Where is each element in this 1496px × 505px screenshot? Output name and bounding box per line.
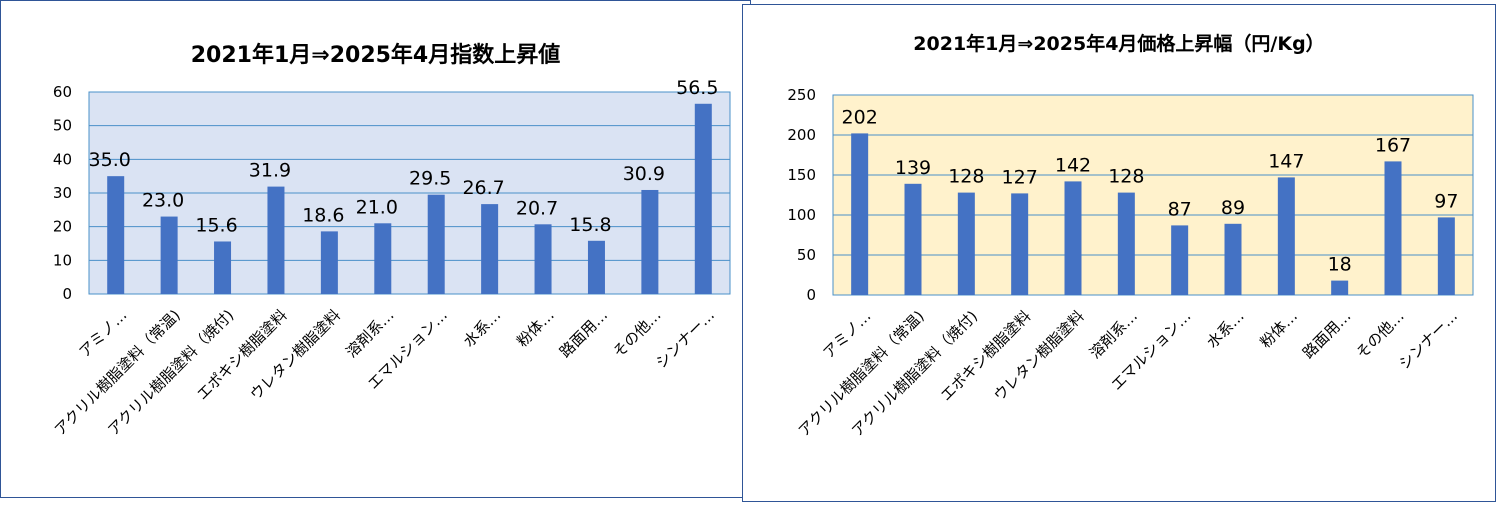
data-label: 35.0 xyxy=(89,149,131,171)
y-tick-label: 30 xyxy=(53,184,72,202)
data-label: 97 xyxy=(1434,190,1458,212)
data-label: 26.7 xyxy=(462,177,504,199)
bar xyxy=(427,194,445,294)
y-tick-label: 40 xyxy=(53,150,72,168)
bar xyxy=(214,241,232,294)
category-label: ウレタン樹脂塗料 xyxy=(247,306,345,404)
data-label: 30.9 xyxy=(623,163,665,185)
y-tick-label: 0 xyxy=(806,286,816,304)
index-chart-svg: 010203040506035.0アミノ…23.0アクリル樹脂塗料（常温)15.… xyxy=(51,77,731,439)
data-label: 128 xyxy=(1108,166,1144,188)
bar xyxy=(374,223,392,294)
category-label: ウレタン樹脂塗料 xyxy=(990,307,1088,405)
price-chart-svg: 050100150200250202アミノ…139アクリル樹脂塗料（常温)128… xyxy=(787,86,1474,440)
category-label: 溶剤系… xyxy=(342,306,397,361)
y-tick-label: 200 xyxy=(787,126,816,144)
data-label: 18.6 xyxy=(302,204,344,226)
category-label: その他… xyxy=(1353,307,1408,362)
bar xyxy=(267,186,285,294)
data-label: 202 xyxy=(842,106,878,128)
bar xyxy=(160,216,178,294)
data-label: 23.0 xyxy=(142,190,184,212)
category-label: 水系… xyxy=(460,306,505,351)
bar xyxy=(107,176,125,294)
y-tick-label: 20 xyxy=(53,218,72,236)
data-label: 56.5 xyxy=(676,77,718,99)
price-chart-panel: 2021年1月⇒2025年4月価格上昇幅（円/Kg） 0 50 100 150 200 2… xyxy=(742,4,1496,502)
bar xyxy=(904,183,922,295)
bar xyxy=(1277,177,1295,295)
y-tick-label: 10 xyxy=(53,251,72,269)
data-label: 128 xyxy=(948,166,984,188)
category-label: アミノ… xyxy=(76,306,131,361)
bar xyxy=(481,204,499,294)
data-label: 15.6 xyxy=(195,214,237,236)
category-label: 粉体… xyxy=(513,306,558,351)
y-tick-label: 50 xyxy=(53,117,72,135)
bar xyxy=(641,189,659,294)
data-label: 31.9 xyxy=(249,160,291,182)
category-label: その他… xyxy=(609,306,664,361)
data-label: 167 xyxy=(1375,134,1411,156)
data-label: 29.5 xyxy=(409,168,451,190)
category-label: シンナー… xyxy=(1395,307,1461,373)
y-tick-label: 0 xyxy=(62,285,72,303)
y-tick-label: 150 xyxy=(787,166,816,184)
category-label: 路面用… xyxy=(556,306,611,361)
category-label: アミノ… xyxy=(819,307,874,362)
data-label: 18 xyxy=(1328,254,1352,276)
bar xyxy=(534,224,552,294)
data-label: 89 xyxy=(1221,197,1245,219)
bar xyxy=(1331,280,1349,295)
category-label: エポキシ樹脂塗料 xyxy=(193,306,291,404)
bar xyxy=(320,231,338,294)
index-chart-panel: 2021年1月⇒2025年4月指数上昇値 0 10 20 30 40 50 60 35.0 アミ… xyxy=(0,0,751,498)
data-label: 21.0 xyxy=(356,196,398,218)
bar xyxy=(1171,225,1189,295)
chart-title: 2021年1月⇒2025年4月価格上昇幅（円/Kg） xyxy=(913,33,1325,55)
bar xyxy=(957,192,975,295)
bar xyxy=(1011,193,1029,295)
y-tick-label: 100 xyxy=(787,206,816,224)
y-tick-label: 250 xyxy=(787,86,816,104)
y-tick-label: 60 xyxy=(53,83,72,101)
bar xyxy=(587,240,605,294)
y-tick-label: 50 xyxy=(797,246,816,264)
bar xyxy=(1224,223,1242,295)
plot-area xyxy=(832,94,1474,296)
bar xyxy=(694,103,712,295)
data-label: 147 xyxy=(1268,150,1304,172)
category-label: シンナー… xyxy=(652,306,718,372)
bar xyxy=(1064,181,1082,295)
bar xyxy=(1437,217,1455,295)
data-label: 87 xyxy=(1168,198,1192,220)
category-label: 溶剤系… xyxy=(1086,307,1141,362)
data-label: 142 xyxy=(1055,154,1091,176)
category-label: 水系… xyxy=(1203,307,1248,352)
category-label: 路面用… xyxy=(1299,307,1354,362)
category-label: エポキシ樹脂塗料 xyxy=(937,307,1035,405)
data-label: 15.8 xyxy=(569,214,611,236)
category-label: 粉体… xyxy=(1257,307,1302,352)
bar xyxy=(851,133,869,295)
bar xyxy=(1117,192,1135,295)
data-label: 127 xyxy=(1002,166,1038,188)
chart-title: 2021年1月⇒2025年4月指数上昇値 xyxy=(190,43,561,68)
data-label: 139 xyxy=(895,157,931,179)
data-label: 20.7 xyxy=(516,197,558,219)
bar xyxy=(1384,161,1402,295)
